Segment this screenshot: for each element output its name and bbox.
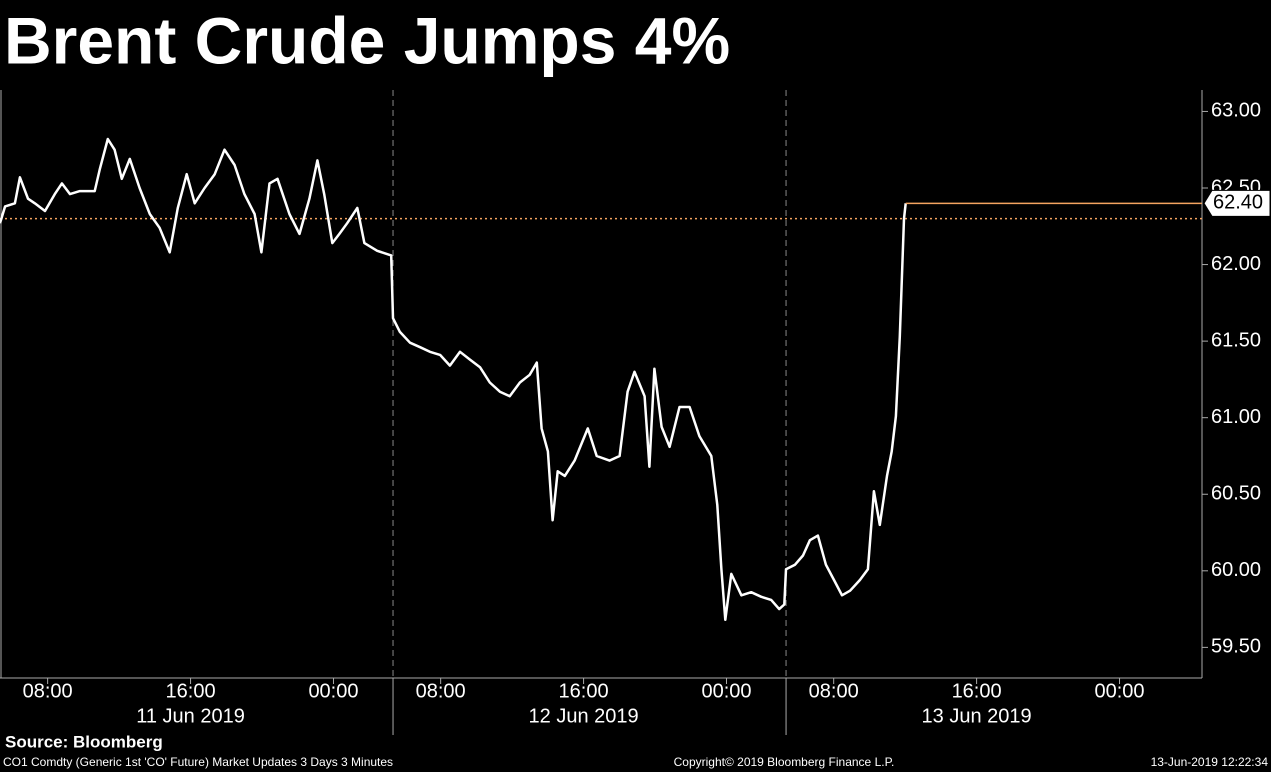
footer-center: Copyright© 2019 Bloomberg Finance L.P. [674, 755, 895, 769]
y-tick-label: 60.00 [1211, 559, 1261, 581]
last-price-label: 62.40 [1213, 192, 1263, 214]
footer-right: 13-Jun-2019 12:22:34 [1151, 755, 1269, 769]
y-tick-label: 63.00 [1211, 100, 1261, 122]
day-label: 12 Jun 2019 [529, 705, 639, 727]
x-tick-label: 16:00 [952, 680, 1002, 702]
y-tick-label: 61.50 [1211, 329, 1261, 351]
chart-title: Brent Crude Jumps 4% [4, 3, 730, 77]
x-tick-label: 08:00 [23, 680, 73, 702]
x-tick-label: 08:00 [416, 680, 466, 702]
x-tick-label: 16:00 [166, 680, 216, 702]
x-tick-label: 16:00 [559, 680, 609, 702]
day-label: 13 Jun 2019 [922, 705, 1032, 727]
x-tick-label: 00:00 [1094, 680, 1144, 702]
y-tick-label: 62.00 [1211, 253, 1261, 275]
y-tick-label: 59.50 [1211, 636, 1261, 658]
day-label: 11 Jun 2019 [136, 705, 245, 727]
y-tick-label: 60.50 [1211, 483, 1261, 505]
x-tick-label: 08:00 [809, 680, 859, 702]
source: Source: Bloomberg [5, 732, 163, 751]
x-tick-label: 00:00 [308, 680, 358, 702]
last-price-box [1203, 189, 1271, 217]
x-tick-label: 00:00 [701, 680, 751, 702]
price-line [0, 137, 907, 622]
footer-left: CO1 Comdty (Generic 1st 'CO' Future) Mar… [3, 755, 393, 769]
y-tick-label: 61.00 [1211, 406, 1261, 428]
